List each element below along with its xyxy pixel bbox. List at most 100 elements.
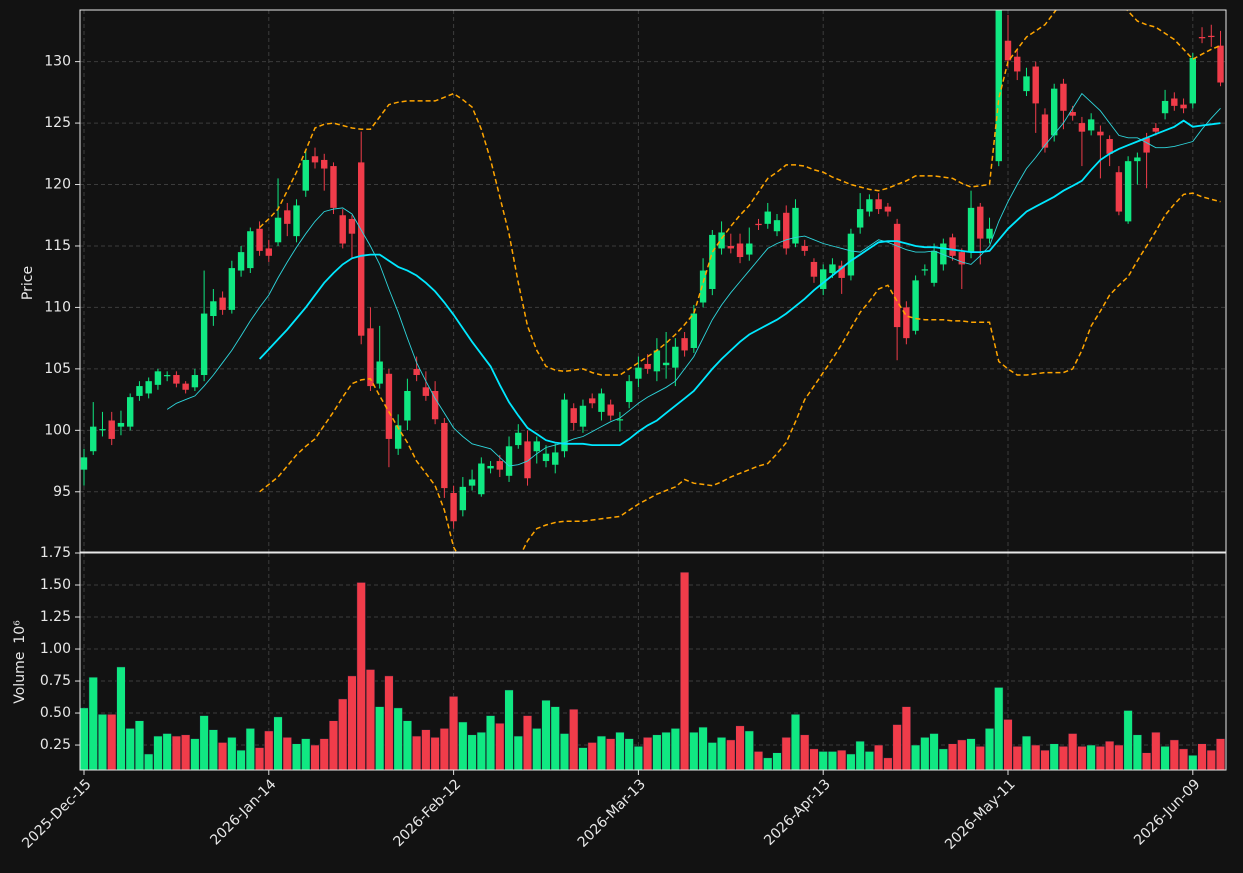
volume-bar (486, 715, 496, 770)
volume-bar (227, 737, 237, 770)
volume-bar (1077, 746, 1087, 770)
candle-body (820, 269, 827, 289)
volume-bar (273, 716, 283, 770)
volume-bar (1068, 733, 1078, 770)
volume-bar (467, 734, 477, 770)
volume-bar (559, 733, 570, 770)
volume-bar (855, 740, 865, 770)
volume-bar (790, 714, 801, 770)
volume-bar (144, 753, 154, 770)
y-tick-label: 100 (44, 422, 71, 438)
volume-bar (97, 714, 108, 770)
candle-body (108, 420, 115, 439)
y-tick-label: 105 (44, 361, 71, 377)
volume-bar (837, 749, 847, 770)
candle-body (1097, 131, 1104, 136)
y-tick-label: 125 (44, 115, 71, 131)
volume-bar (162, 733, 172, 770)
volume-bar (245, 728, 255, 770)
volume-bar (449, 696, 459, 770)
volume-bar (356, 582, 366, 770)
volume-bar (1188, 755, 1198, 770)
candle-body (358, 162, 365, 336)
candle-body (274, 217, 282, 243)
y-tick-label: 0.25 (40, 737, 71, 753)
candle-body (930, 250, 938, 283)
volume-bar (134, 720, 144, 770)
indicator-line (166, 92, 1221, 467)
volume-bar (800, 734, 810, 770)
candle-body (579, 405, 587, 427)
volume-bar (264, 730, 274, 770)
candle-body (699, 270, 707, 303)
candle-body (967, 207, 975, 253)
candle-body (773, 220, 781, 232)
candle-body (866, 199, 873, 212)
candle-body (1078, 123, 1086, 132)
volume-bar (1031, 744, 1041, 770)
candle-body (1023, 76, 1030, 92)
volume-bar (125, 728, 135, 770)
volume-bar (1012, 746, 1022, 770)
volume-bar (670, 728, 680, 770)
candle-body (1198, 37, 1206, 39)
volume-bar (291, 743, 302, 770)
candle-body (958, 252, 965, 265)
candle-body (755, 223, 762, 226)
volume-bar (1206, 749, 1216, 770)
volume-bar (874, 744, 884, 770)
volume-bar (116, 666, 126, 770)
volume-bar (107, 714, 117, 770)
candle-body (145, 381, 152, 394)
volume-bar (1169, 739, 1179, 770)
volume-bar (643, 737, 653, 770)
candle-body (376, 361, 383, 384)
volume-bar (522, 715, 533, 770)
candle-body (182, 383, 189, 390)
candle-body (404, 390, 411, 421)
volume-bar (892, 724, 902, 770)
candle-body (228, 268, 236, 310)
candle-body (1060, 83, 1067, 111)
y-tick-label: 130 (44, 54, 71, 70)
candle-body (1051, 88, 1058, 136)
candle-body (117, 422, 125, 427)
candle-body (977, 206, 984, 239)
candle-body (191, 375, 199, 388)
volume-bar (504, 689, 514, 770)
volume-bar (439, 728, 449, 770)
candle-body (256, 228, 263, 251)
volume-bar (578, 747, 588, 770)
y-tick-label: 1.50 (40, 577, 71, 593)
volume-bar (1215, 738, 1226, 770)
volume-bar (328, 720, 339, 770)
volume-bar (717, 737, 727, 770)
volume-bar (80, 707, 89, 770)
volume-bar (948, 743, 958, 770)
candle-body (607, 404, 614, 416)
volume-bar (606, 738, 616, 770)
volume-bar (458, 721, 468, 770)
candle-body (893, 223, 901, 328)
candle-body (746, 243, 753, 255)
candle-body (321, 159, 328, 169)
volume-bar (781, 737, 791, 770)
candle-body (505, 446, 513, 476)
volume-bar (975, 746, 985, 770)
candle-body (154, 371, 162, 385)
candle-body (1171, 98, 1178, 106)
volume-bar (310, 744, 320, 770)
candle-body (921, 269, 929, 271)
price-panel (80, 10, 1224, 552)
candle-body (801, 245, 808, 251)
volume-bar (624, 738, 634, 770)
candle-body (949, 237, 956, 256)
candle-body (450, 493, 457, 522)
candle-body (524, 441, 531, 479)
volume-bar (255, 747, 265, 770)
volume-bar (957, 739, 967, 770)
candle-body (330, 166, 337, 208)
y-tick-label: 110 (44, 299, 71, 315)
candle-body (709, 234, 716, 289)
volume-bar (384, 675, 394, 770)
